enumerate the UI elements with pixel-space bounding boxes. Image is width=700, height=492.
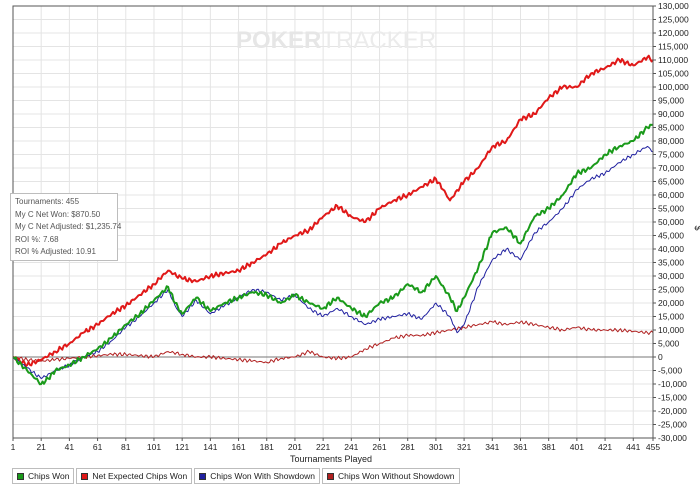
series-line-net-expected-chips-won xyxy=(12,54,654,368)
x-tick-label: 281 xyxy=(401,442,415,452)
stat-tournaments: Tournaments: 455 xyxy=(15,197,80,206)
chart-series xyxy=(12,54,654,386)
x-tick-label: 381 xyxy=(542,442,556,452)
y-tick-label: -10,000 xyxy=(658,379,687,389)
x-tick-label: 161 xyxy=(231,442,245,452)
x-tick-label: 201 xyxy=(288,442,302,452)
y-tick-label: -30,000 xyxy=(658,433,687,443)
y-tick-label: 80,000 xyxy=(658,136,684,146)
y-tick-label: 55,000 xyxy=(658,204,684,214)
series-line-chips-won xyxy=(12,123,654,386)
y-tick-label: 25,000 xyxy=(658,285,684,295)
x-tick-label: 261 xyxy=(372,442,386,452)
x-tick-label: 341 xyxy=(485,442,499,452)
x-tick-label: 221 xyxy=(316,442,330,452)
y-tick-label: 120,000 xyxy=(658,28,689,38)
y-tick-label: 65,000 xyxy=(658,177,684,187)
x-tick-label: 455 xyxy=(646,442,660,452)
legend-item-chips-won[interactable]: Chips Won xyxy=(12,468,75,484)
legend-label: Chips Won xyxy=(28,471,70,481)
legend-item-without-showdown[interactable]: Chips Won Without Showdown xyxy=(321,468,460,484)
legend-label: Net Expected Chips Won xyxy=(92,471,188,481)
legend-item-net-expected[interactable]: Net Expected Chips Won xyxy=(76,468,193,484)
y-tick-label: 90,000 xyxy=(658,109,684,119)
y-tick-label: 115,000 xyxy=(658,42,688,52)
pokertracker-logo: POKERTRACKER xyxy=(236,27,437,54)
x-tick-label: 81 xyxy=(121,442,131,452)
x-tick-label: 61 xyxy=(93,442,103,452)
y-tick-label: 40,000 xyxy=(658,244,684,254)
series-line-chips-won-with-showdown xyxy=(12,145,654,380)
chart-gridlines xyxy=(12,5,654,439)
x-tick-label: 41 xyxy=(65,442,75,452)
x-tick-label: 321 xyxy=(457,442,471,452)
legend-label: Chips Won Without Showdown xyxy=(337,471,455,481)
y-tick-label: 95,000 xyxy=(658,96,684,106)
y-tick-label: 10,000 xyxy=(658,325,684,335)
stat-net-won: My C Net Won: $870.50 xyxy=(15,209,101,219)
y-tick-label: 0 xyxy=(658,352,663,362)
x-tick-label: 361 xyxy=(513,442,527,452)
legend-item-with-showdown[interactable]: Chips Won With Showdown xyxy=(194,468,320,484)
y-axis-unit-label: $ xyxy=(693,225,700,230)
y-tick-label: 100,000 xyxy=(658,82,689,92)
x-tick-label: 181 xyxy=(260,442,274,452)
y-tick-label: 20,000 xyxy=(658,298,684,308)
series-line-chips-won-without-showdown xyxy=(12,320,654,364)
x-axis-title: Tournaments Played xyxy=(290,454,372,464)
x-tick-label: 241 xyxy=(344,442,358,452)
x-tick-label: 401 xyxy=(570,442,584,452)
legend-swatch xyxy=(81,472,89,480)
x-tick-label: 1 xyxy=(11,442,16,452)
y-tick-label: 15,000 xyxy=(658,312,684,322)
y-tick-label: -25,000 xyxy=(658,420,687,430)
y-tick-label: 75,000 xyxy=(658,150,684,160)
x-tick-label: 21 xyxy=(36,442,46,452)
y-tick-label: 30,000 xyxy=(658,271,684,281)
x-axis-ticks: 1 21 41 61 81 101 121 141 161 181 201 221 241 261 281 3… xyxy=(11,438,660,452)
stats-summary-box: Tournaments: 455 My C Net Won: $870.50 M… xyxy=(10,193,122,261)
legend-label: Chips Won With Showdown xyxy=(210,471,315,481)
x-tick-label: 441 xyxy=(626,442,640,452)
y-tick-label: 70,000 xyxy=(658,163,684,173)
legend-swatch xyxy=(17,472,24,480)
legend-swatch xyxy=(326,472,334,480)
y-tick-label: 50,000 xyxy=(658,217,684,227)
y-tick-label: 60,000 xyxy=(658,190,684,200)
x-tick-label: 101 xyxy=(147,442,161,452)
stat-roi: ROI %: 7.68 xyxy=(15,234,59,244)
x-tick-label: 301 xyxy=(429,442,443,452)
x-tick-label: 121 xyxy=(175,442,189,452)
y-tick-label: 110,000 xyxy=(658,55,688,65)
y-tick-label: 125,000 xyxy=(658,15,689,25)
x-tick-label: 141 xyxy=(203,442,217,452)
chart-legend: Chips Won Net Expected Chips Won Chips W… xyxy=(12,468,460,486)
y-tick-label: -20,000 xyxy=(658,406,687,416)
y-tick-label: 45,000 xyxy=(658,231,684,241)
y-tick-label: 35,000 xyxy=(658,258,684,268)
x-tick-label: 421 xyxy=(598,442,612,452)
legend-swatch xyxy=(199,472,207,480)
y-tick-label: 105,000 xyxy=(658,69,689,79)
y-tick-label: -5,000 xyxy=(658,366,682,376)
y-tick-label: 5,000 xyxy=(658,339,680,349)
stat-net-adjusted: My C Net Adjusted: $1,235.74 xyxy=(15,222,122,232)
y-axis-ticks: -30,000 -25,000 -20,000 -15,000 -10,000 -5,00… xyxy=(653,1,689,443)
y-tick-label: 85,000 xyxy=(658,123,684,133)
y-tick-label: -15,000 xyxy=(658,393,687,403)
y-tick-label: 130,000 xyxy=(658,1,689,11)
stat-roi-adjusted: ROI % Adjusted: 10.91 xyxy=(15,247,96,257)
